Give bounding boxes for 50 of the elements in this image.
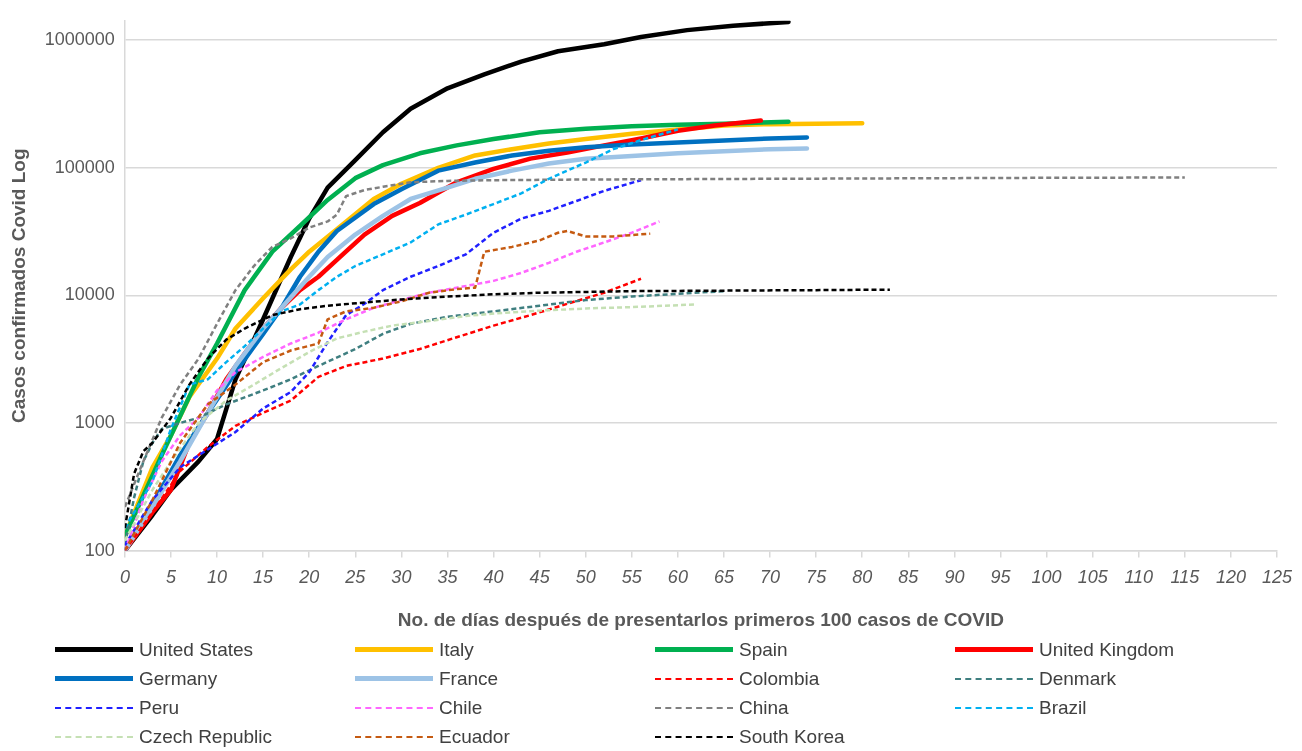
x-tick-label: 65 bbox=[713, 567, 735, 588]
y-axis-title: Casos confirmados Covid Log bbox=[7, 148, 29, 423]
legend-label: China bbox=[739, 696, 789, 719]
legend-label: Chile bbox=[439, 696, 483, 719]
x-tick-label: 10 bbox=[207, 567, 228, 588]
y-tick-label: 1000 bbox=[74, 411, 115, 432]
legend-label: Germany bbox=[139, 667, 218, 690]
x-tick-label: 75 bbox=[806, 567, 828, 588]
x-tick-label: 100 bbox=[1031, 567, 1062, 588]
x-tick-label: 30 bbox=[391, 567, 412, 588]
x-tick-label: 45 bbox=[529, 567, 551, 588]
x-tick-label: 15 bbox=[253, 567, 275, 588]
x-tick-label: 85 bbox=[898, 567, 920, 588]
legend-label: Peru bbox=[139, 696, 180, 719]
x-tick-label: 5 bbox=[165, 567, 177, 588]
y-tick-label: 100 bbox=[84, 539, 115, 560]
x-tick-label: 55 bbox=[621, 567, 643, 588]
x-tick-label: 25 bbox=[344, 567, 367, 588]
legend-label: Ecuador bbox=[439, 725, 510, 748]
x-tick-label: 120 bbox=[1215, 567, 1246, 588]
y-tick-label: 10000 bbox=[64, 284, 115, 305]
x-tick-label: 125 bbox=[1261, 567, 1293, 588]
x-tick-label: 60 bbox=[667, 567, 688, 588]
x-tick-label: 70 bbox=[760, 567, 781, 588]
x-tick-label: 95 bbox=[990, 567, 1012, 588]
y-tick-label: 1000000 bbox=[44, 29, 115, 50]
legend-label: Czech Republic bbox=[139, 725, 273, 748]
legend-label: Italy bbox=[439, 638, 474, 661]
x-tick-label: 35 bbox=[437, 567, 459, 588]
line-series bbox=[124, 128, 680, 530]
x-tick-label: 110 bbox=[1124, 567, 1154, 588]
y-tick-label: 100000 bbox=[54, 156, 115, 177]
x-tick-label: 80 bbox=[852, 567, 873, 588]
legend-label: United States bbox=[139, 638, 254, 661]
legend-label: Brazil bbox=[1039, 696, 1087, 719]
x-axis-title: No. de días después de presentarlos primeros 100 casos de COVID bbox=[397, 608, 1004, 630]
x-tick-label: 20 bbox=[298, 567, 320, 588]
x-tick-label: 0 bbox=[119, 567, 130, 588]
x-tick-label: 50 bbox=[575, 567, 596, 588]
legend-label: Colombia bbox=[739, 667, 820, 690]
legend-label: Spain bbox=[739, 638, 788, 661]
legend-label: France bbox=[439, 667, 499, 690]
x-tick-label: 115 bbox=[1170, 567, 1201, 588]
x-tick-label: 90 bbox=[944, 567, 965, 588]
line-series bbox=[124, 176, 1187, 509]
x-tick-label: 105 bbox=[1077, 567, 1109, 588]
x-tick-label: 40 bbox=[483, 567, 504, 588]
legend-label: Denmark bbox=[1039, 667, 1117, 690]
legend-label: South Korea bbox=[739, 725, 845, 748]
legend-label: United Kingdom bbox=[1039, 638, 1175, 661]
